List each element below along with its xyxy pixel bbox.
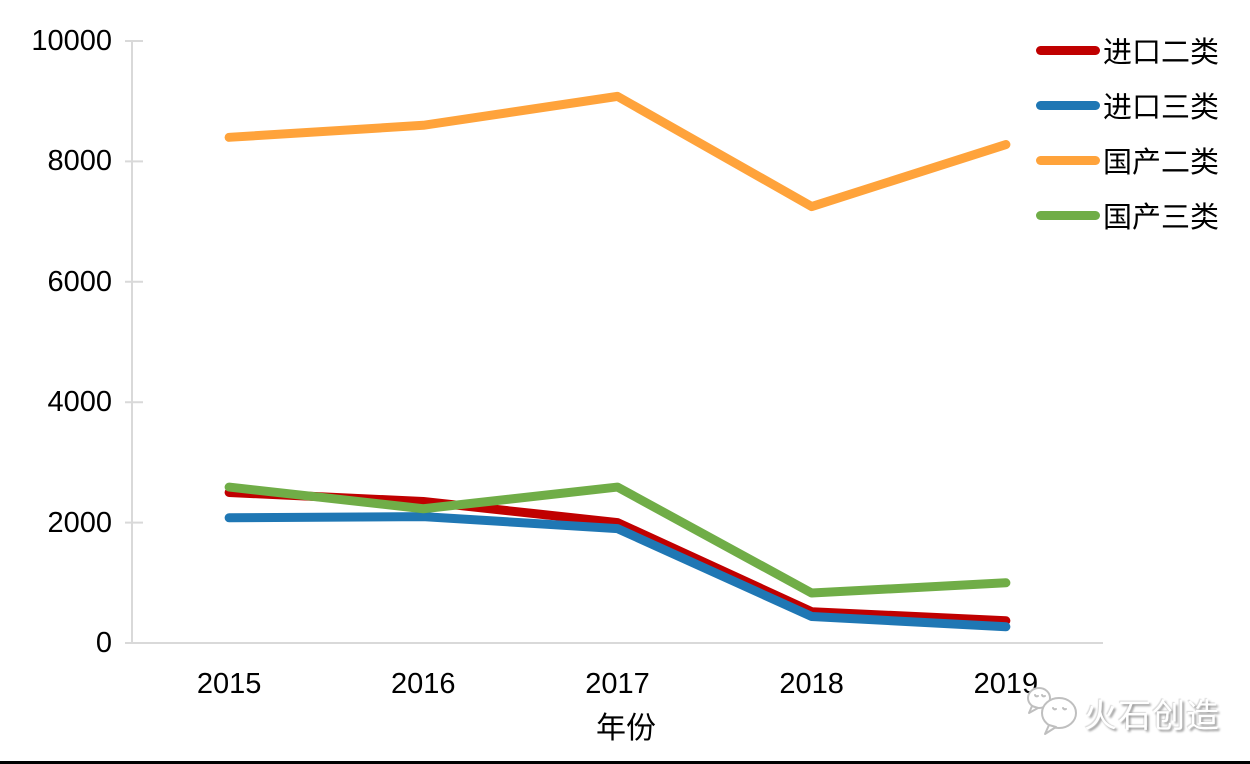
y-tick-label: 6000 xyxy=(47,265,112,298)
legend-swatch xyxy=(1036,155,1100,165)
legend-label: 进口二类 xyxy=(1103,37,1220,69)
y-tick-label: 4000 xyxy=(47,386,112,419)
watermark-text: 火石创造 xyxy=(1084,697,1220,734)
watermark: 火石创造 xyxy=(1022,682,1220,744)
y-tick-label: 8000 xyxy=(47,145,112,178)
wechat-bubbles-icon xyxy=(1027,687,1077,735)
x-tick-label: 2017 xyxy=(585,668,650,700)
legend-swatch xyxy=(1036,100,1100,110)
legend-label: 国产二类 xyxy=(1103,147,1220,179)
x-tick-label: 2019 xyxy=(973,668,1039,700)
axis-frame xyxy=(125,40,1103,644)
legend-swatch xyxy=(1036,45,1100,55)
data-series-lines xyxy=(224,91,1011,632)
series-line-进口二类 xyxy=(224,488,1011,626)
legend-item: 进口二类 xyxy=(1036,35,1219,69)
y-tick-label: 10000 xyxy=(31,25,112,57)
legend-item: 国产二类 xyxy=(1036,145,1219,179)
y-tick-label: 2000 xyxy=(47,506,112,539)
series-line-进口三类 xyxy=(224,512,1011,632)
x-tick-label: 2015 xyxy=(196,668,262,700)
legend-label: 进口三类 xyxy=(1103,92,1220,124)
series-line-国产三类 xyxy=(224,482,1011,598)
legend-item: 国产三类 xyxy=(1036,200,1219,234)
x-axis-title: 年份 xyxy=(596,712,656,745)
legend: 进口二类进口三类国产二类国产三类 xyxy=(1036,35,1219,255)
legend-label: 国产三类 xyxy=(1103,202,1220,234)
legend-swatch xyxy=(1036,210,1100,220)
legend-item: 进口三类 xyxy=(1036,90,1219,124)
series-line-国产二类 xyxy=(224,91,1011,212)
x-tick-label: 2018 xyxy=(779,668,844,700)
y-tick-label: 0 xyxy=(95,627,112,659)
x-tick-label: 2016 xyxy=(391,668,456,700)
bottom-divider xyxy=(0,761,1250,764)
